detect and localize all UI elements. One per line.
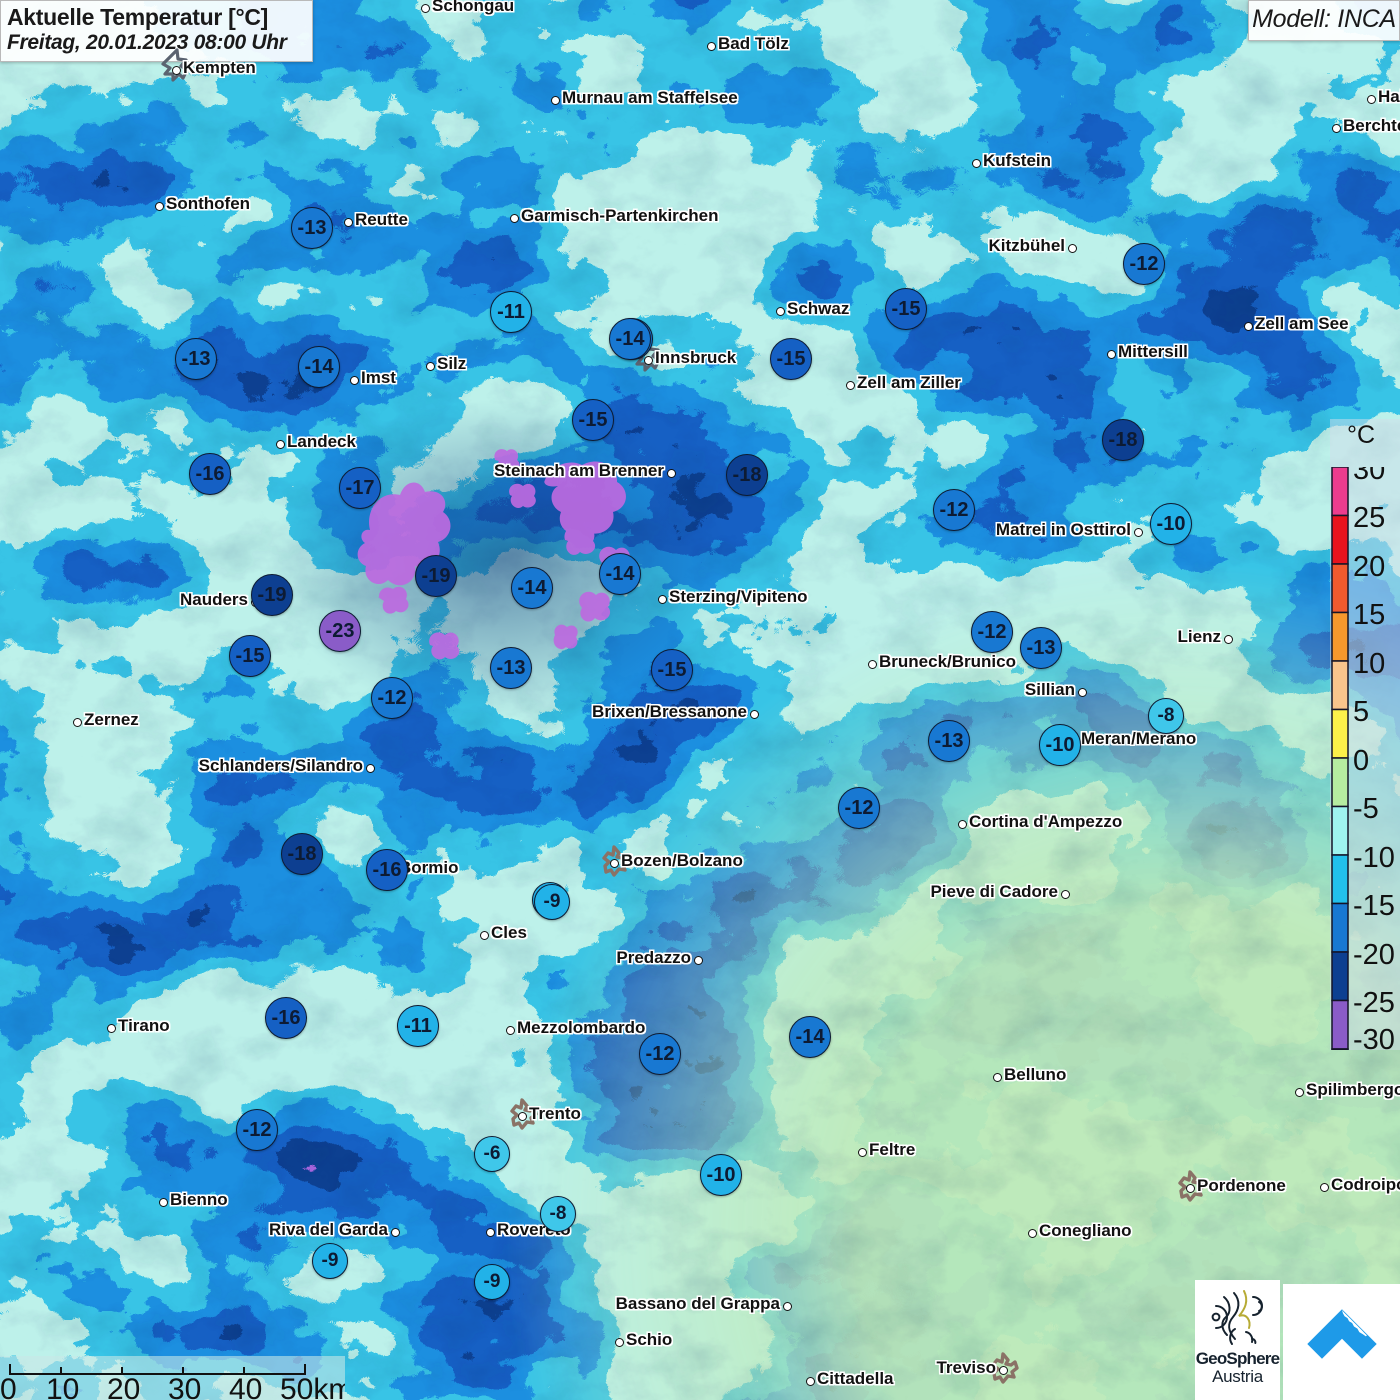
svg-text:15: 15	[1353, 599, 1385, 631]
svg-text:5: 5	[1353, 696, 1369, 728]
svg-text:-5: -5	[1353, 793, 1379, 825]
svg-text:30: 30	[168, 1373, 201, 1400]
svg-text:0: 0	[1353, 745, 1369, 777]
svg-text:10: 10	[46, 1373, 79, 1400]
svg-text:-20: -20	[1353, 939, 1395, 971]
svg-text:-15: -15	[1353, 890, 1395, 922]
svg-text:40: 40	[229, 1373, 262, 1400]
svg-text:30: 30	[1353, 467, 1385, 486]
svg-text:-10: -10	[1353, 842, 1395, 874]
svg-text:-25: -25	[1353, 987, 1395, 1019]
svg-text:10: 10	[1353, 648, 1385, 680]
svg-text:-30: -30	[1353, 1024, 1395, 1050]
svg-text:20: 20	[107, 1373, 140, 1400]
svg-text:0: 0	[0, 1373, 17, 1400]
svg-text:25: 25	[1353, 502, 1385, 534]
svg-text:20: 20	[1353, 551, 1385, 583]
svg-text:50km: 50km	[280, 1373, 345, 1400]
